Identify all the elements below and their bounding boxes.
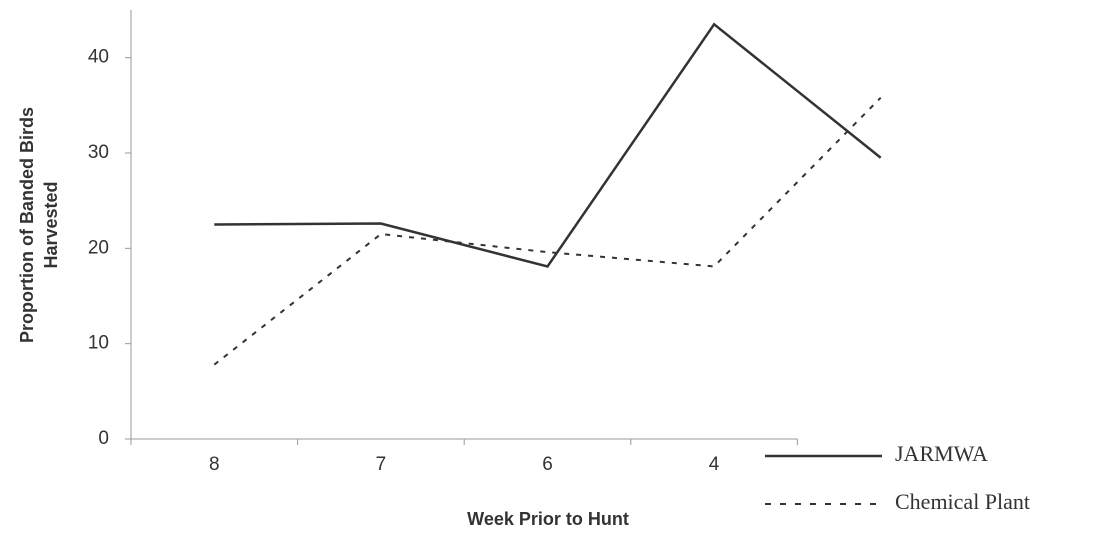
y-tick-label: 20 <box>88 237 109 258</box>
series-line <box>213 97 882 366</box>
legend-label: JARMWA <box>895 441 988 466</box>
legend-label: Chemical Plant <box>895 489 1030 514</box>
x-tick-label: 7 <box>376 454 387 475</box>
x-tick-label: 4 <box>709 454 720 475</box>
y-axis-label: Proportion of Banded Birds <box>17 107 37 343</box>
y-axis-label: Harvested <box>41 181 61 268</box>
x-tick-label: 6 <box>542 454 553 475</box>
y-tick-label: 0 <box>98 428 109 449</box>
x-axis-label: Week Prior to Hunt <box>467 509 629 529</box>
y-tick-label: 10 <box>88 333 109 354</box>
series-line <box>214 22 882 268</box>
x-tick-label: 8 <box>209 454 220 475</box>
y-tick-label: 30 <box>88 142 109 163</box>
y-tick-label: 40 <box>88 47 109 68</box>
